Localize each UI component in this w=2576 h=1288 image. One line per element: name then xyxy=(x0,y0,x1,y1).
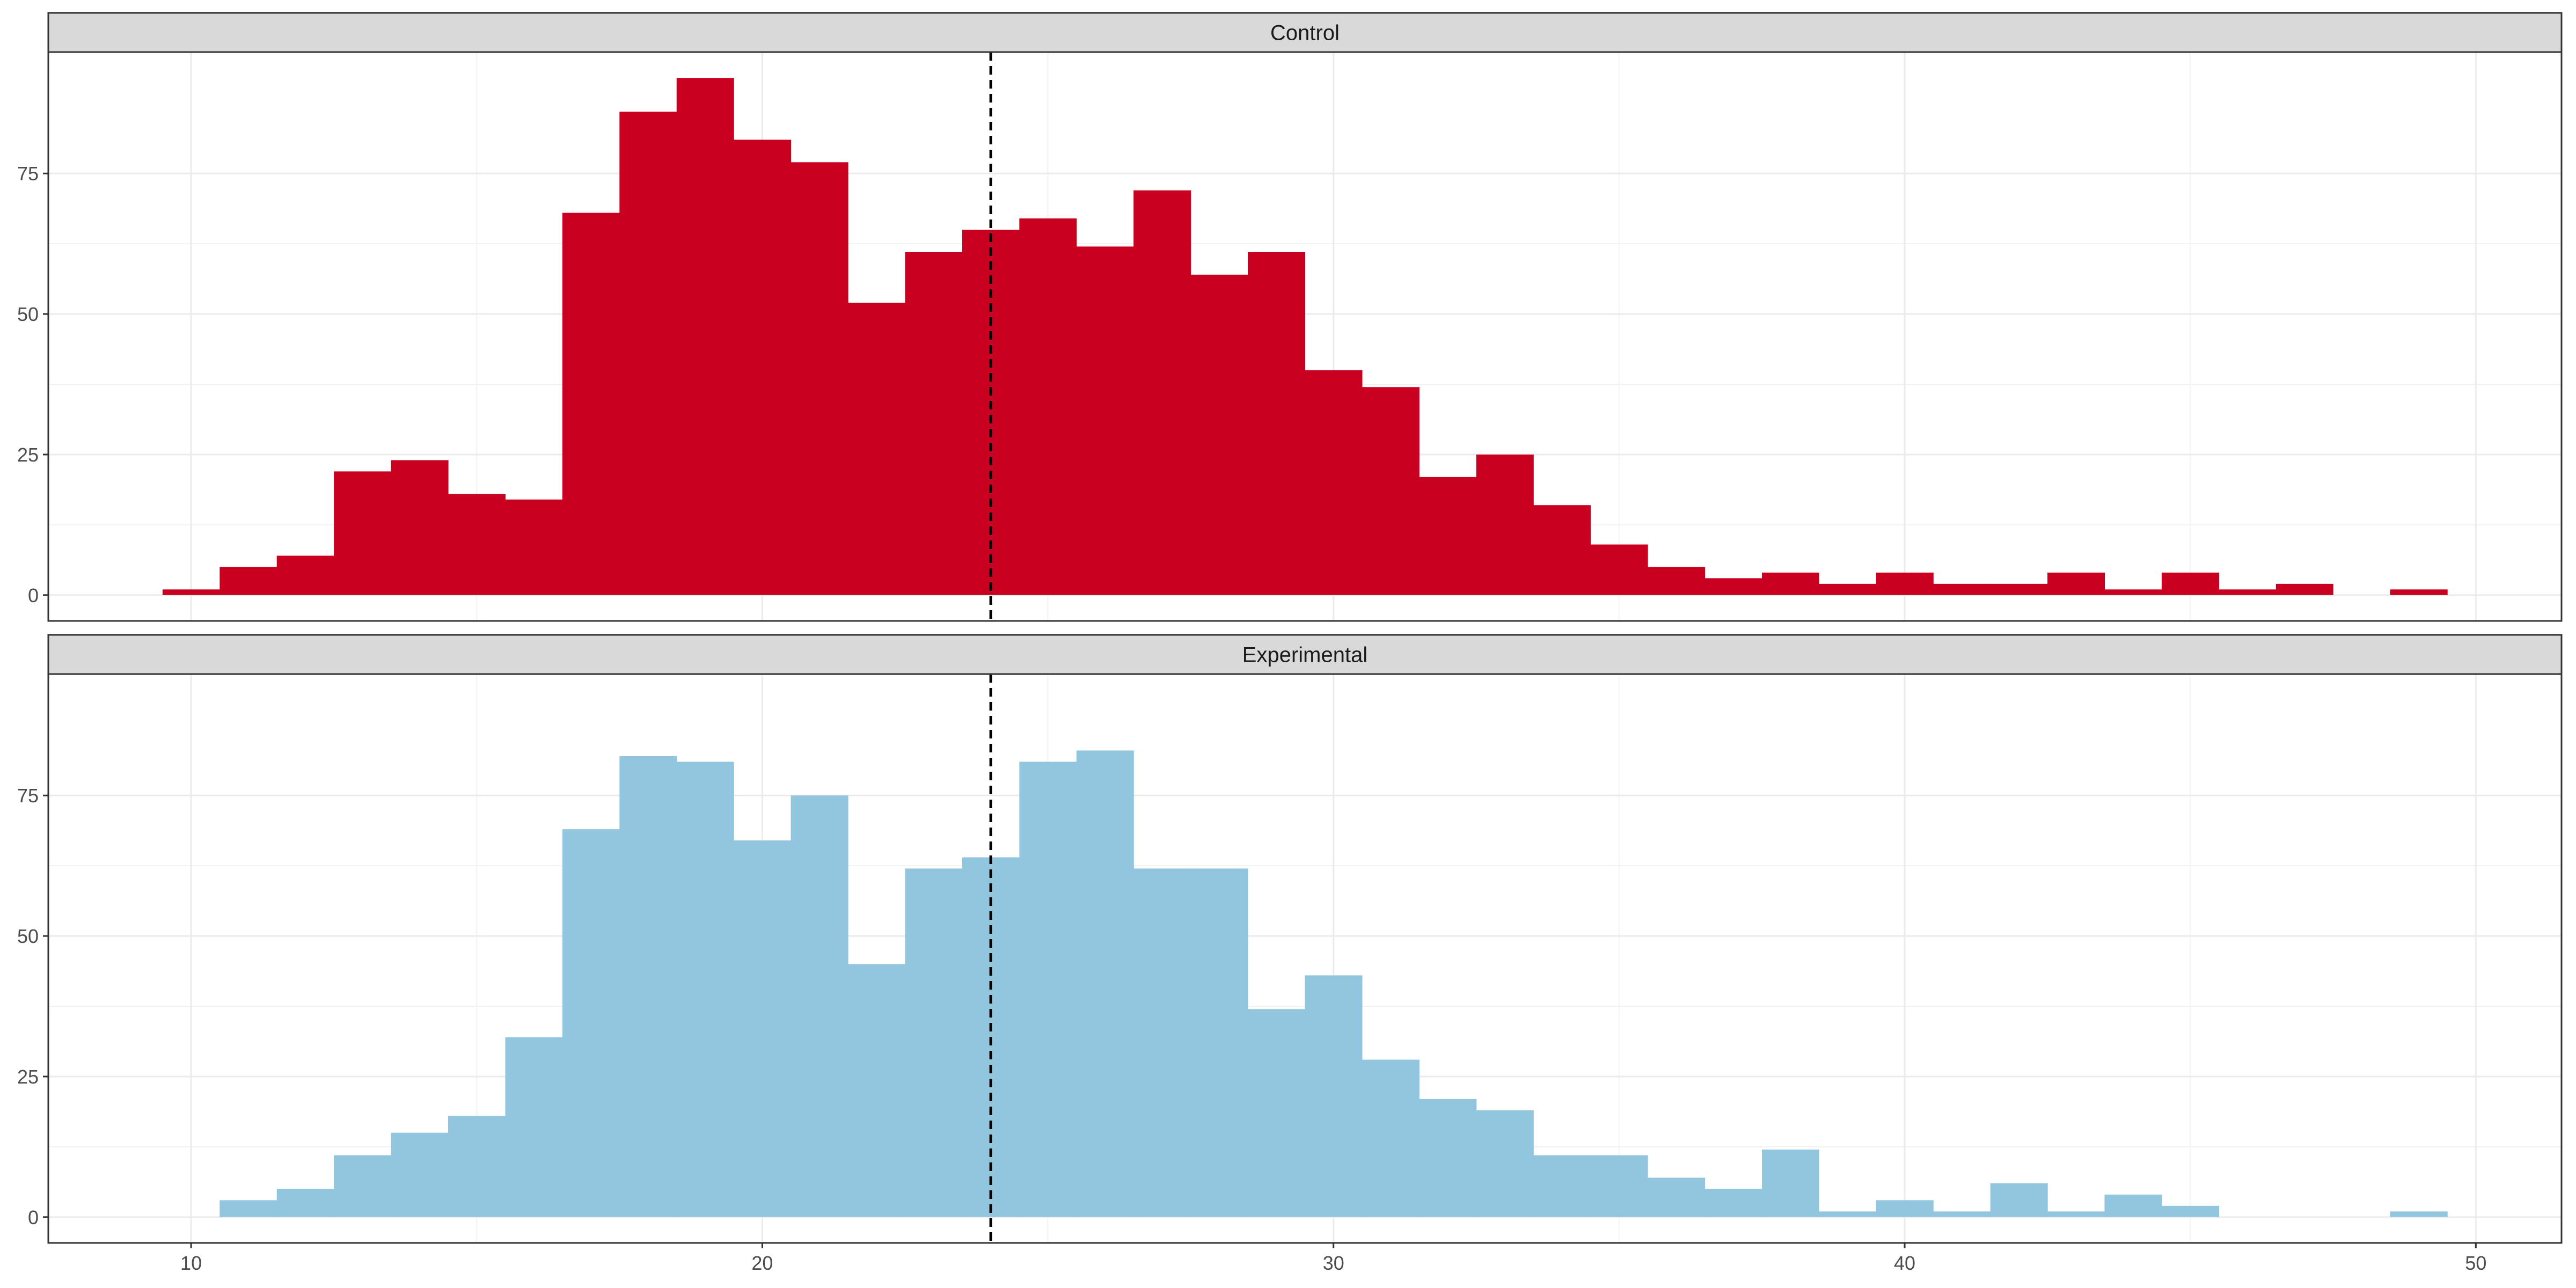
histogram-bar xyxy=(905,252,963,595)
histogram-bar xyxy=(1476,454,1534,595)
histogram-bar xyxy=(2047,572,2105,595)
histogram-bar xyxy=(1704,578,1762,595)
histogram-bar xyxy=(2161,572,2220,595)
facet-label: Experimental xyxy=(1242,643,1367,667)
histogram-bar xyxy=(219,1200,277,1217)
histogram-bar xyxy=(2104,1194,2162,1217)
histogram-bar xyxy=(1933,1211,1991,1217)
histogram-bar xyxy=(791,162,848,595)
histogram-bar xyxy=(391,1132,449,1217)
histogram-bar xyxy=(1590,544,1648,595)
histogram-bar xyxy=(676,762,734,1217)
histogram-bar xyxy=(219,567,277,595)
panel-experimental: Experimental 0 25 50 75 10 20 30 40 50 xyxy=(17,634,2563,1274)
histogram-bar xyxy=(1305,370,1363,595)
x-tick-label: 30 xyxy=(1323,1252,1344,1274)
y-tick-label: 50 xyxy=(17,925,39,947)
histogram-bar xyxy=(505,499,563,595)
histogram-bar xyxy=(619,112,677,595)
histogram-bar xyxy=(2161,1205,2220,1217)
histogram-bar xyxy=(848,303,906,595)
x-tick-label: 20 xyxy=(751,1252,773,1274)
histogram-bar xyxy=(1419,1099,1477,1217)
histogram-bar xyxy=(1076,246,1134,595)
histogram-bar xyxy=(391,460,449,595)
histogram-bar xyxy=(1248,252,1306,595)
histogram-bar xyxy=(1133,190,1191,595)
histogram-bar xyxy=(334,471,392,595)
histogram-bar xyxy=(276,555,334,595)
histogram-bar xyxy=(1876,572,1934,595)
histogram-bar xyxy=(676,78,734,595)
histogram-bar xyxy=(334,1155,392,1217)
histogram-bar xyxy=(1648,1177,1706,1217)
histogram-bar xyxy=(905,868,963,1217)
histogram-bar xyxy=(1190,274,1248,595)
histogram-bar xyxy=(2047,1211,2105,1217)
histogram-bar xyxy=(448,1116,506,1217)
histogram-bar xyxy=(2390,589,2448,595)
facet-label: Control xyxy=(1270,21,1340,45)
histogram-bar xyxy=(1133,868,1191,1217)
histogram-bar xyxy=(1819,583,1877,595)
histogram-bar xyxy=(1305,975,1363,1217)
histogram-bar xyxy=(791,795,848,1217)
y-tick-label: 25 xyxy=(17,1066,39,1088)
histogram-bar xyxy=(962,229,1020,595)
histogram-bar xyxy=(848,964,906,1217)
histogram-bar xyxy=(1990,583,2048,595)
histogram-bar xyxy=(1933,583,1991,595)
histogram-bar xyxy=(1019,218,1077,595)
histogram-bar xyxy=(1590,1155,1648,1217)
histogram-bar xyxy=(1419,477,1477,595)
panel-border xyxy=(47,673,2563,1244)
y-tick-label: 75 xyxy=(17,163,39,185)
histogram-bar xyxy=(1990,1183,2048,1217)
histogram-bar xyxy=(1362,1059,1419,1217)
histogram-bar xyxy=(1876,1200,1934,1217)
x-tick-label: 50 xyxy=(2465,1252,2486,1274)
histogram-bar xyxy=(1533,1155,1591,1217)
y-tick-label: 50 xyxy=(17,303,39,325)
histogram-bar xyxy=(162,589,220,595)
histogram-bar xyxy=(2275,583,2333,595)
y-tick-label: 25 xyxy=(17,444,39,466)
histogram-bar xyxy=(2390,1211,2448,1217)
histogram-bar xyxy=(448,494,506,595)
histogram-bar xyxy=(1076,750,1134,1217)
histogram-bar xyxy=(1190,868,1248,1217)
facet-strip xyxy=(47,634,2563,675)
histogram-bar xyxy=(1533,505,1591,595)
x-tick-label: 40 xyxy=(1894,1252,1915,1274)
x-tick-label: 10 xyxy=(180,1252,202,1274)
histogram-bar xyxy=(734,140,792,595)
histogram-bar xyxy=(619,756,677,1217)
histogram-bar xyxy=(1704,1189,1762,1217)
histogram-bar xyxy=(276,1189,334,1217)
y-tick-label: 0 xyxy=(28,1206,39,1228)
histogram-bar xyxy=(1476,1110,1534,1217)
histogram-bar xyxy=(1761,1150,1819,1217)
histogram-bar xyxy=(2104,589,2162,595)
histogram-bar xyxy=(1248,1009,1306,1217)
panel-control: Control 0 25 50 75 xyxy=(17,12,2563,622)
y-tick-label: 75 xyxy=(17,785,39,807)
histogram-bar xyxy=(2219,589,2277,595)
histogram-bar xyxy=(505,1037,563,1217)
histogram-bar xyxy=(562,213,620,595)
histogram-bar xyxy=(1362,387,1419,595)
histogram-bar xyxy=(1819,1211,1877,1217)
histogram-bar xyxy=(734,840,792,1217)
panel-border xyxy=(47,51,2563,622)
histogram-bar xyxy=(1761,572,1819,595)
histogram-bar xyxy=(562,829,620,1217)
y-tick-label: 0 xyxy=(28,584,39,606)
histogram-bar xyxy=(1648,567,1706,595)
histogram-bar xyxy=(1019,762,1077,1217)
facet-strip xyxy=(47,12,2563,53)
